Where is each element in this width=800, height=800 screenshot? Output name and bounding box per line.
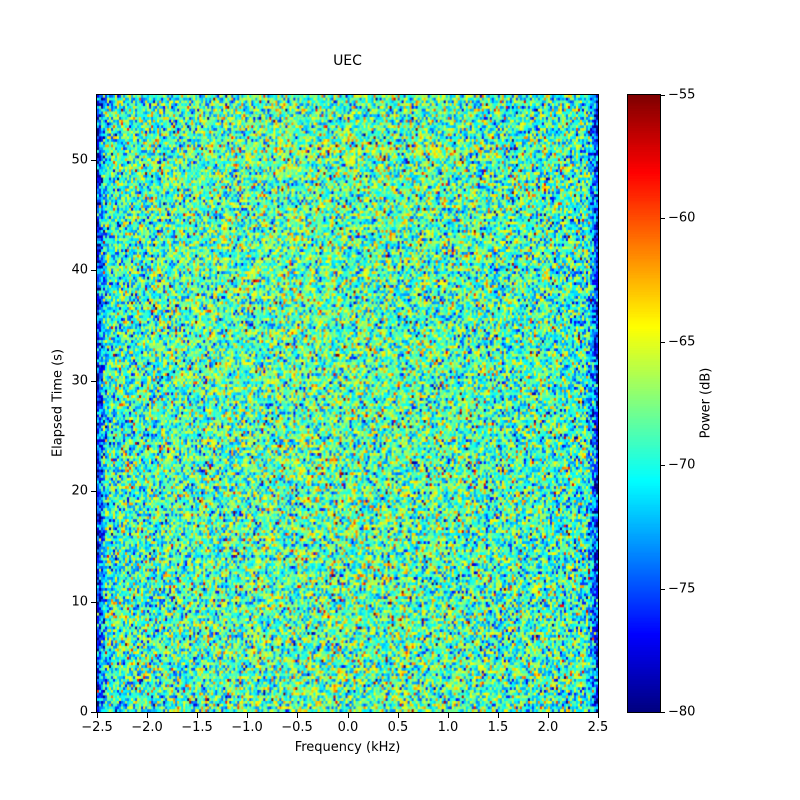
y-tick-mark bbox=[91, 160, 96, 161]
plot-title: UEC bbox=[333, 53, 362, 69]
x-tick-mark bbox=[247, 713, 248, 718]
x-tick-label: 1.5 bbox=[487, 720, 509, 735]
y-tick-label: 30 bbox=[71, 373, 88, 389]
y-tick-mark bbox=[91, 712, 96, 713]
x-tick-label: −1.0 bbox=[231, 720, 263, 735]
x-tick-label: 2.5 bbox=[587, 720, 609, 735]
colorbar-tick-label: −60 bbox=[668, 210, 696, 226]
colorbar-label: Power (dB) bbox=[698, 367, 714, 439]
x-tick-mark bbox=[147, 713, 148, 718]
colorbar bbox=[627, 94, 661, 713]
colorbar-tick-mark bbox=[661, 95, 665, 96]
colorbar-tick-label: −70 bbox=[668, 457, 696, 473]
y-tick-label: 0 bbox=[79, 704, 88, 720]
colorbar-tick-mark bbox=[661, 465, 665, 466]
x-tick-mark bbox=[598, 713, 599, 718]
y-tick-label: 40 bbox=[71, 262, 88, 278]
colorbar-gradient bbox=[628, 95, 660, 712]
x-tick-mark bbox=[498, 713, 499, 718]
y-tick-label: 20 bbox=[71, 483, 88, 499]
colorbar-tick-mark bbox=[661, 218, 665, 219]
colorbar-tick-label: −80 bbox=[668, 704, 696, 720]
y-tick-label: 50 bbox=[71, 152, 88, 168]
x-tick-label: −2.0 bbox=[131, 720, 163, 735]
x-axis-label: Frequency (kHz) bbox=[294, 740, 401, 755]
x-tick-label: −1.5 bbox=[181, 720, 213, 735]
x-tick-mark bbox=[548, 713, 549, 718]
x-tick-mark bbox=[97, 713, 98, 718]
y-axis-label: Elapsed Time (s) bbox=[50, 348, 66, 458]
colorbar-tick-label: −65 bbox=[668, 334, 696, 350]
colorbar-tick-mark bbox=[661, 589, 665, 590]
colorbar-tick-label: −75 bbox=[668, 581, 696, 597]
x-tick-mark bbox=[197, 713, 198, 718]
y-tick-mark bbox=[91, 381, 96, 382]
x-tick-label: 2.0 bbox=[537, 720, 559, 735]
x-tick-mark bbox=[398, 713, 399, 718]
x-tick-mark bbox=[297, 713, 298, 718]
x-tick-label: 0.0 bbox=[337, 720, 359, 735]
colorbar-tick-mark bbox=[661, 712, 665, 713]
y-tick-mark bbox=[91, 270, 96, 271]
x-tick-label: −2.5 bbox=[81, 720, 113, 735]
spectrogram-heatmap bbox=[97, 95, 598, 712]
y-tick-label: 10 bbox=[71, 594, 88, 610]
x-tick-mark bbox=[448, 713, 449, 718]
x-tick-label: −0.5 bbox=[281, 720, 313, 735]
spectrogram-plot-area bbox=[96, 94, 599, 713]
y-tick-mark bbox=[91, 491, 96, 492]
colorbar-tick-mark bbox=[661, 342, 665, 343]
y-tick-mark bbox=[91, 602, 96, 603]
x-tick-mark bbox=[348, 713, 349, 718]
x-tick-label: 0.5 bbox=[387, 720, 409, 735]
x-tick-label: 1.0 bbox=[437, 720, 459, 735]
colorbar-tick-label: −55 bbox=[668, 87, 696, 103]
